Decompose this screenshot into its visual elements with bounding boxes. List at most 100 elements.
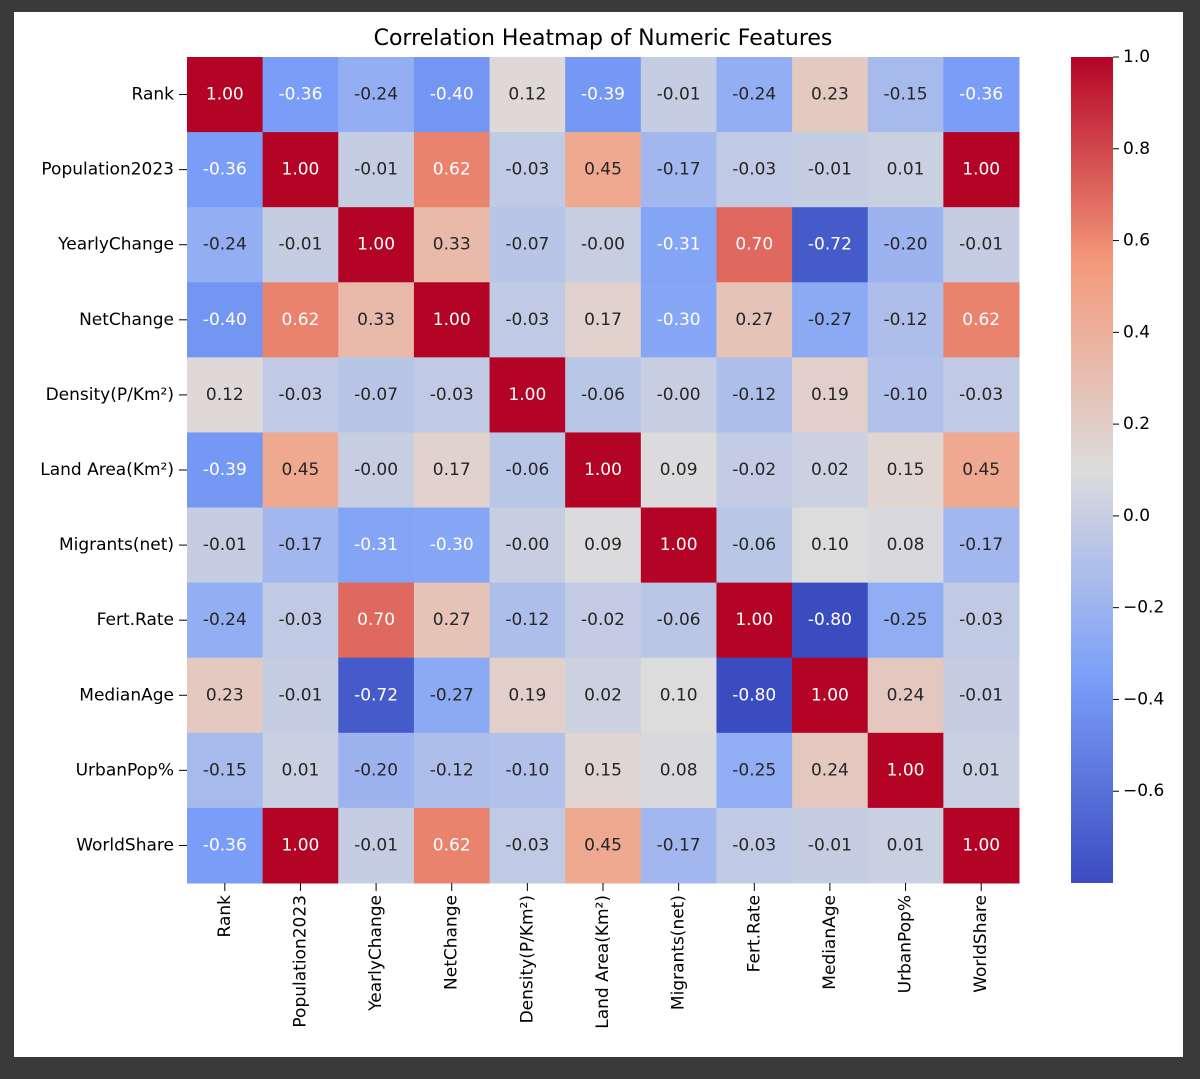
cell-label: -0.12 [884, 310, 928, 330]
cell-label: 1.00 [811, 685, 849, 705]
heatmap-cell [489, 732, 566, 809]
heatmap-cell [867, 582, 944, 659]
cell-label: -0.17 [657, 160, 701, 180]
heatmap-cell [716, 432, 793, 509]
cell-label: -0.36 [959, 85, 1003, 105]
heatmap-cell [792, 132, 869, 208]
y-tick-label: Population2023 [41, 160, 174, 180]
cell-label: -0.72 [808, 235, 852, 255]
heatmap-cell [187, 507, 264, 584]
cell-label: -0.03 [959, 610, 1003, 630]
colorbar-tick-label: −0.4 [1123, 689, 1164, 709]
heatmap-cell [187, 57, 264, 133]
cell-label: 0.70 [735, 235, 773, 255]
cell-label: 1.00 [206, 85, 244, 105]
heatmap-cell [943, 432, 1020, 509]
y-tick-label: UrbanPop% [76, 760, 174, 780]
heatmap-cell [413, 207, 491, 283]
cell-label: 1.00 [660, 535, 698, 555]
cell-label: -0.00 [354, 460, 398, 480]
heatmap-cell [413, 732, 491, 809]
cell-label: -0.01 [808, 160, 852, 180]
heatmap-cell [640, 282, 717, 358]
heatmap-cell [565, 357, 642, 433]
cell-label: 0.23 [206, 685, 244, 705]
cell-label: 0.01 [887, 835, 925, 855]
heatmap-cell [716, 207, 793, 283]
colorbar-tick-label: −0.6 [1123, 781, 1164, 801]
cell-label: -0.15 [203, 760, 247, 780]
y-tick-label: YearlyChange [57, 235, 174, 255]
heatmap-cell [413, 432, 491, 509]
heatmap-cell [943, 357, 1020, 433]
cell-label: 1.00 [584, 460, 622, 480]
heatmap-cell [640, 432, 717, 509]
heatmap-cell [565, 807, 642, 884]
cell-label: -0.01 [203, 535, 247, 555]
heatmap-cell [413, 132, 491, 208]
x-tick-label: Fert.Rate [744, 895, 764, 972]
heatmap-cell [338, 807, 415, 884]
colorbar [1071, 57, 1113, 883]
cell-label: -0.24 [354, 85, 398, 105]
cell-label: -0.01 [354, 160, 398, 180]
heatmap-cell [640, 657, 717, 734]
heatmap-cell [565, 57, 642, 133]
heatmap-cell [792, 282, 869, 358]
x-tick-label: MedianAge [820, 895, 840, 990]
cell-label: -0.30 [657, 310, 701, 330]
cell-label: 0.33 [357, 310, 395, 330]
colorbar-tick-label: 0.4 [1123, 322, 1150, 342]
heatmap-cell [489, 282, 566, 358]
cell-label: -0.00 [581, 235, 625, 255]
heatmap-cell [792, 807, 869, 884]
heatmap-cell [262, 432, 339, 509]
heatmap-cell [943, 282, 1020, 358]
cell-label: -0.03 [505, 160, 549, 180]
heatmap-cell [565, 282, 642, 358]
heatmap-cell [716, 807, 793, 884]
heatmap-cell [565, 732, 642, 809]
heatmap-cell [640, 582, 717, 659]
cell-label: 0.62 [282, 310, 320, 330]
heatmap-cell [792, 582, 869, 659]
cell-label: -0.31 [354, 535, 398, 555]
heatmap-cell [716, 57, 793, 133]
heatmap-cell [187, 432, 264, 509]
cell-label: -0.02 [732, 460, 776, 480]
cell-label: -0.39 [581, 85, 625, 105]
cell-label: 0.02 [584, 685, 622, 705]
heatmap-cell [943, 507, 1020, 584]
heatmap-cell [565, 507, 642, 584]
cell-label: -0.06 [732, 535, 776, 555]
cell-label: -0.00 [505, 535, 549, 555]
heatmap-cell [187, 207, 264, 283]
cell-label: 0.17 [584, 310, 622, 330]
cell-label: -0.00 [657, 385, 701, 405]
x-tick-label: Land Area(Km²) [593, 895, 613, 1029]
heatmap-cell [338, 582, 415, 659]
heatmap-cell [792, 57, 869, 133]
cell-label: -0.40 [430, 85, 474, 105]
heatmap-cell [262, 282, 339, 358]
cell-label: -0.72 [354, 685, 398, 705]
heatmap-cell [489, 207, 566, 283]
heatmap-cell [187, 132, 264, 208]
heatmap-cell [943, 582, 1020, 659]
cell-label: -0.39 [203, 460, 247, 480]
heatmap-cell [943, 732, 1020, 809]
heatmap-cell [338, 432, 415, 509]
cell-label: 0.15 [584, 760, 622, 780]
heatmap-cell [262, 807, 339, 884]
heatmap-cell [565, 582, 642, 659]
heatmap-cell [716, 357, 793, 433]
heatmap-cell [338, 732, 415, 809]
heatmap-cell [867, 657, 944, 734]
heatmap-cell [338, 57, 415, 133]
x-tick-label: Rank [215, 895, 235, 938]
heatmap-cell [867, 282, 944, 358]
cell-label: -0.10 [505, 760, 549, 780]
cell-label: -0.80 [808, 610, 852, 630]
heatmap-cell [640, 132, 717, 208]
